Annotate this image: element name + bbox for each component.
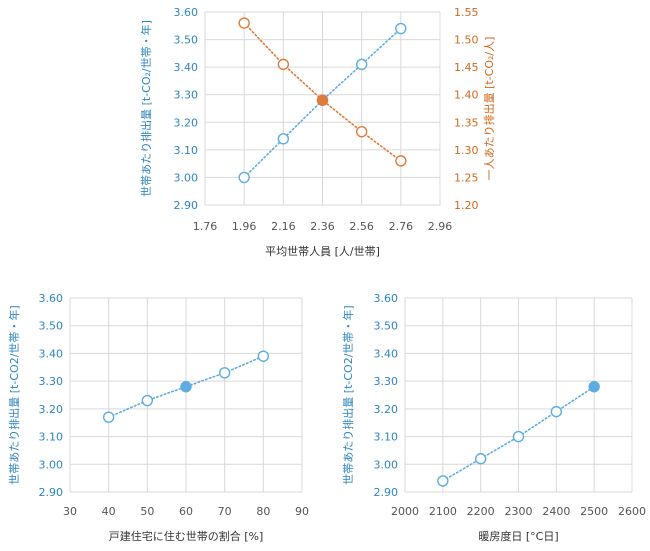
y-tick-label: 3.30 xyxy=(39,375,64,388)
y2-tick-label: 1.45 xyxy=(454,61,479,74)
data-point xyxy=(355,58,368,71)
data-point xyxy=(277,133,290,145)
x-tick-label: 2300 xyxy=(505,505,533,518)
y-tick-label: 2.90 xyxy=(174,199,199,212)
x-axis-label: 平均世帯人員 [人/世帯] xyxy=(265,245,380,258)
data-point xyxy=(102,411,115,423)
x-tick-label: 30 xyxy=(63,505,77,518)
data-point xyxy=(257,350,270,362)
y-tick-label: 3.30 xyxy=(174,89,199,102)
x-tick-label: 90 xyxy=(295,505,309,518)
y2-tick-label: 1.40 xyxy=(454,89,479,102)
data-point xyxy=(512,430,525,443)
y-tick-label: 2.90 xyxy=(374,486,399,499)
x-tick-label: 1.96 xyxy=(232,220,257,233)
x-tick-label: 1.76 xyxy=(193,220,218,233)
y-tick-label: 3.10 xyxy=(374,431,399,444)
highlighted-data-point xyxy=(180,380,192,393)
data-point xyxy=(238,171,250,184)
data-point xyxy=(437,475,449,487)
x-axis-label: 戸建住宅に住む世帯の割合 [%] xyxy=(109,529,264,543)
y-tick-label: 3.00 xyxy=(374,458,399,471)
y-tick-label: 2.90 xyxy=(39,486,64,499)
y-tick-label: 3.50 xyxy=(374,320,399,333)
y-tick-label: 3.60 xyxy=(39,292,64,305)
y-tick-label: 3.40 xyxy=(174,61,199,74)
y-axis-label: 世帯あたり排出量 [t-CO₂/世帯・年] xyxy=(139,20,153,197)
x-tick-label: 2600 xyxy=(618,505,646,518)
y-tick-label: 3.40 xyxy=(39,347,64,360)
data-point xyxy=(474,453,487,465)
y-tick-label: 3.10 xyxy=(174,144,199,157)
x-tick-label: 50 xyxy=(140,505,154,518)
y-tick-label: 3.00 xyxy=(174,171,199,184)
data-point xyxy=(141,394,154,407)
y-axis-label: 世帯あたり排出量 [t-CO2/世帯・年] xyxy=(7,305,21,484)
x-tick-label: 80 xyxy=(256,505,270,518)
y2-tick-label: 1.55 xyxy=(454,6,479,19)
y-tick-label: 3.50 xyxy=(174,34,199,47)
y-tick-label: 3.60 xyxy=(174,6,199,19)
y2-tick-label: 1.35 xyxy=(454,116,479,129)
y-tick-label: 3.20 xyxy=(39,403,64,416)
data-point xyxy=(395,155,407,167)
x-tick-label: 40 xyxy=(102,505,116,518)
y2-tick-label: 1.30 xyxy=(454,144,479,157)
x-axis-label: 暖房度日 [°C日] xyxy=(478,529,558,543)
y-tick-label: 3.10 xyxy=(39,431,64,444)
y-axis-label: 世帯あたり排出量 [t-CO2/世帯・年] xyxy=(341,305,355,484)
y-tick-label: 3.60 xyxy=(374,292,399,305)
x-tick-label: 2000 xyxy=(391,505,419,518)
x-tick-label: 2100 xyxy=(429,505,457,518)
data-point xyxy=(277,58,290,71)
highlighted-data-point xyxy=(316,94,329,106)
data-point xyxy=(218,367,231,379)
x-tick-label: 60 xyxy=(179,505,193,518)
chart-2: 2.90 3.00 3.10 3.20 3.30 3.40 3.50 3.60 30 40 50 60… xyxy=(7,292,309,543)
highlighted-data-point xyxy=(588,380,600,393)
y-tick-label: 3.30 xyxy=(374,375,399,388)
x-tick-label: 2.36 xyxy=(310,220,335,233)
x-tick-label: 2400 xyxy=(542,505,570,518)
y-tick-label: 3.20 xyxy=(174,116,199,129)
y-tick-label: 3.40 xyxy=(374,347,399,360)
y2-tick-label: 1.20 xyxy=(454,199,479,212)
data-point xyxy=(550,405,563,418)
x-tick-label: 2.16 xyxy=(271,220,296,233)
y-tick-label: 3.50 xyxy=(39,320,64,333)
y2-tick-label: 1.25 xyxy=(454,171,479,184)
chart-3: 2.90 3.00 3.10 3.20 3.30 3.40 3.50 3.60 2000 2100… xyxy=(341,292,646,543)
data-point xyxy=(355,125,368,138)
y2-axis-label: 一人あたり排出量 [t-CO₂/人] xyxy=(482,37,496,181)
chart-1: 2.90 3.00 3.10 3.20 3.30 3.40 3.50 3.60 1.20 1.25… xyxy=(139,6,496,258)
y-tick-label: 3.20 xyxy=(374,403,399,416)
x-tick-label: 70 xyxy=(218,505,232,518)
x-tick-label: 2.96 xyxy=(428,220,453,233)
x-tick-label: 2.56 xyxy=(349,220,374,233)
data-point xyxy=(395,22,407,35)
data-point xyxy=(238,17,250,29)
x-tick-label: 2.76 xyxy=(389,220,414,233)
y2-tick-label: 1.50 xyxy=(454,34,479,47)
x-tick-label: 2200 xyxy=(467,505,495,518)
y-tick-label: 3.00 xyxy=(39,458,64,471)
x-tick-label: 2500 xyxy=(580,505,608,518)
series-line xyxy=(107,355,265,419)
